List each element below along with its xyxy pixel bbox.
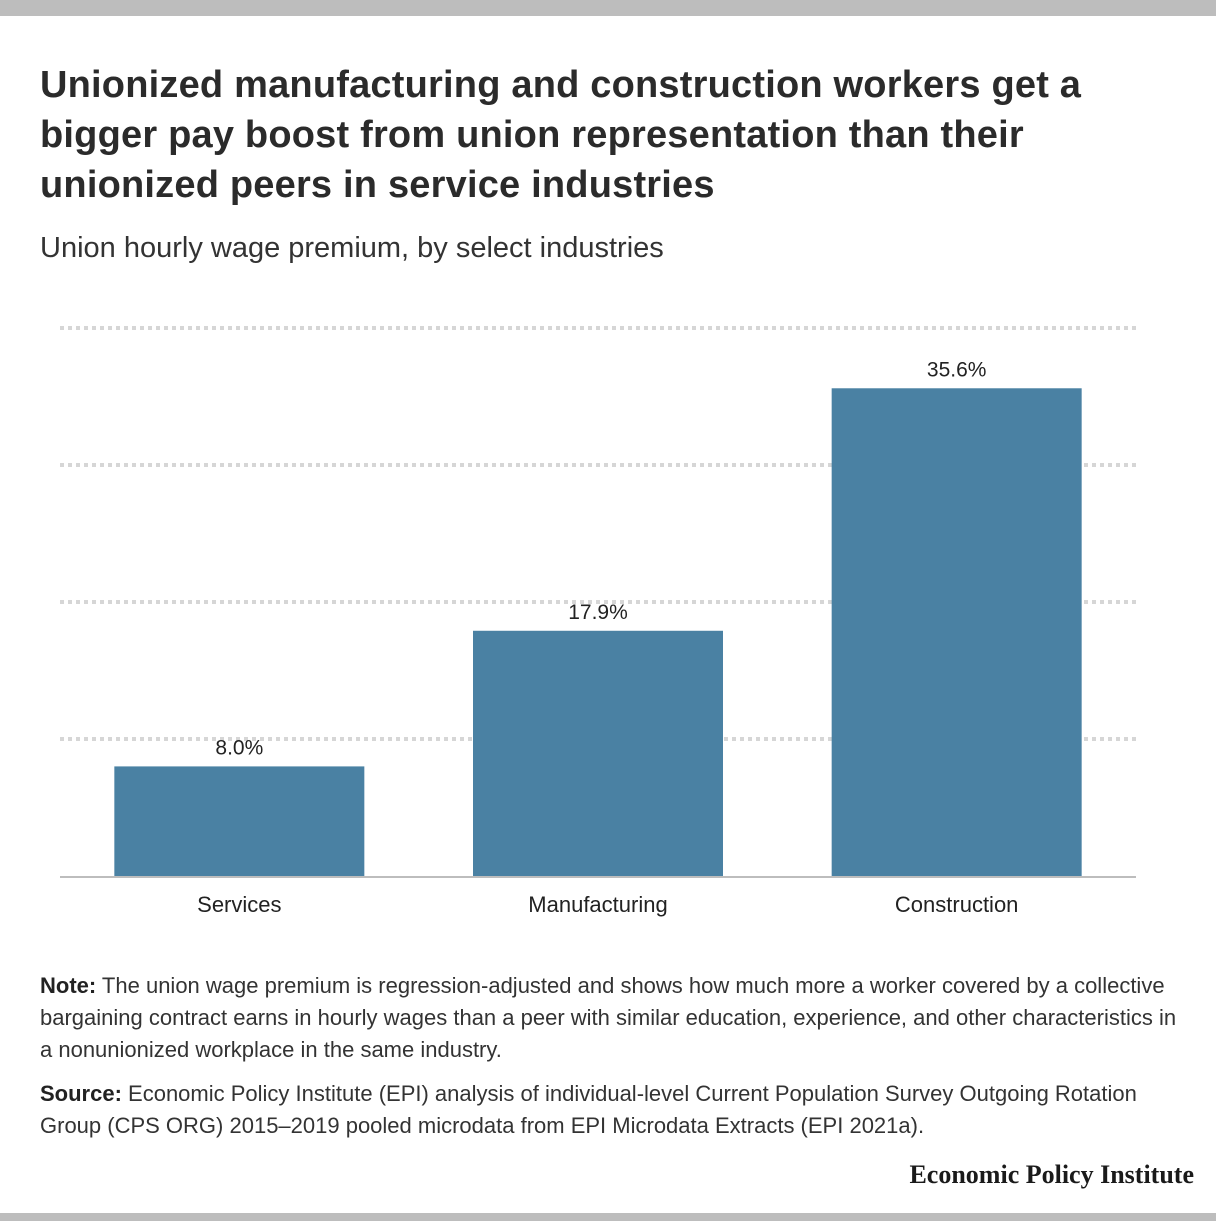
bars	[114, 388, 1082, 876]
bar-chart: 8.0% 17.9% 35.6% Services Manufacturing Cons…	[60, 326, 1136, 917]
category-label-manufacturing: Manufacturing	[528, 892, 667, 917]
bottom-border	[0, 1213, 1216, 1221]
chart-title: Unionized manufacturing and construction…	[40, 64, 1082, 206]
value-label-manufacturing: 17.9%	[568, 601, 628, 624]
chart-source: Source: Economic Policy Institute (EPI) …	[40, 1078, 1180, 1142]
category-label-construction: Construction	[895, 892, 1019, 917]
value-label-construction: 35.6%	[927, 358, 987, 381]
value-label-services: 8.0%	[215, 736, 263, 759]
bar-construction	[831, 388, 1082, 876]
bar-manufacturing	[473, 630, 723, 876]
value-labels: 8.0% 17.9% 35.6%	[215, 358, 986, 759]
source-text: Economic Policy Institute (EPI) analysis…	[40, 1081, 1137, 1138]
category-label-services: Services	[197, 892, 281, 917]
note-label: Note:	[40, 973, 97, 998]
chart-note: Note: The union wage premium is regressi…	[40, 970, 1180, 1066]
chart-subtitle: Union hourly wage premium, by select ind…	[40, 232, 664, 264]
note-text: The union wage premium is regression-adj…	[40, 973, 1177, 1062]
source-label: Source:	[40, 1081, 122, 1106]
category-labels: Services Manufacturing Construction	[197, 892, 1018, 917]
top-border	[0, 0, 1216, 16]
bar-services	[114, 766, 365, 876]
brand-logo-text: Economic Policy Institute	[909, 1160, 1194, 1189]
